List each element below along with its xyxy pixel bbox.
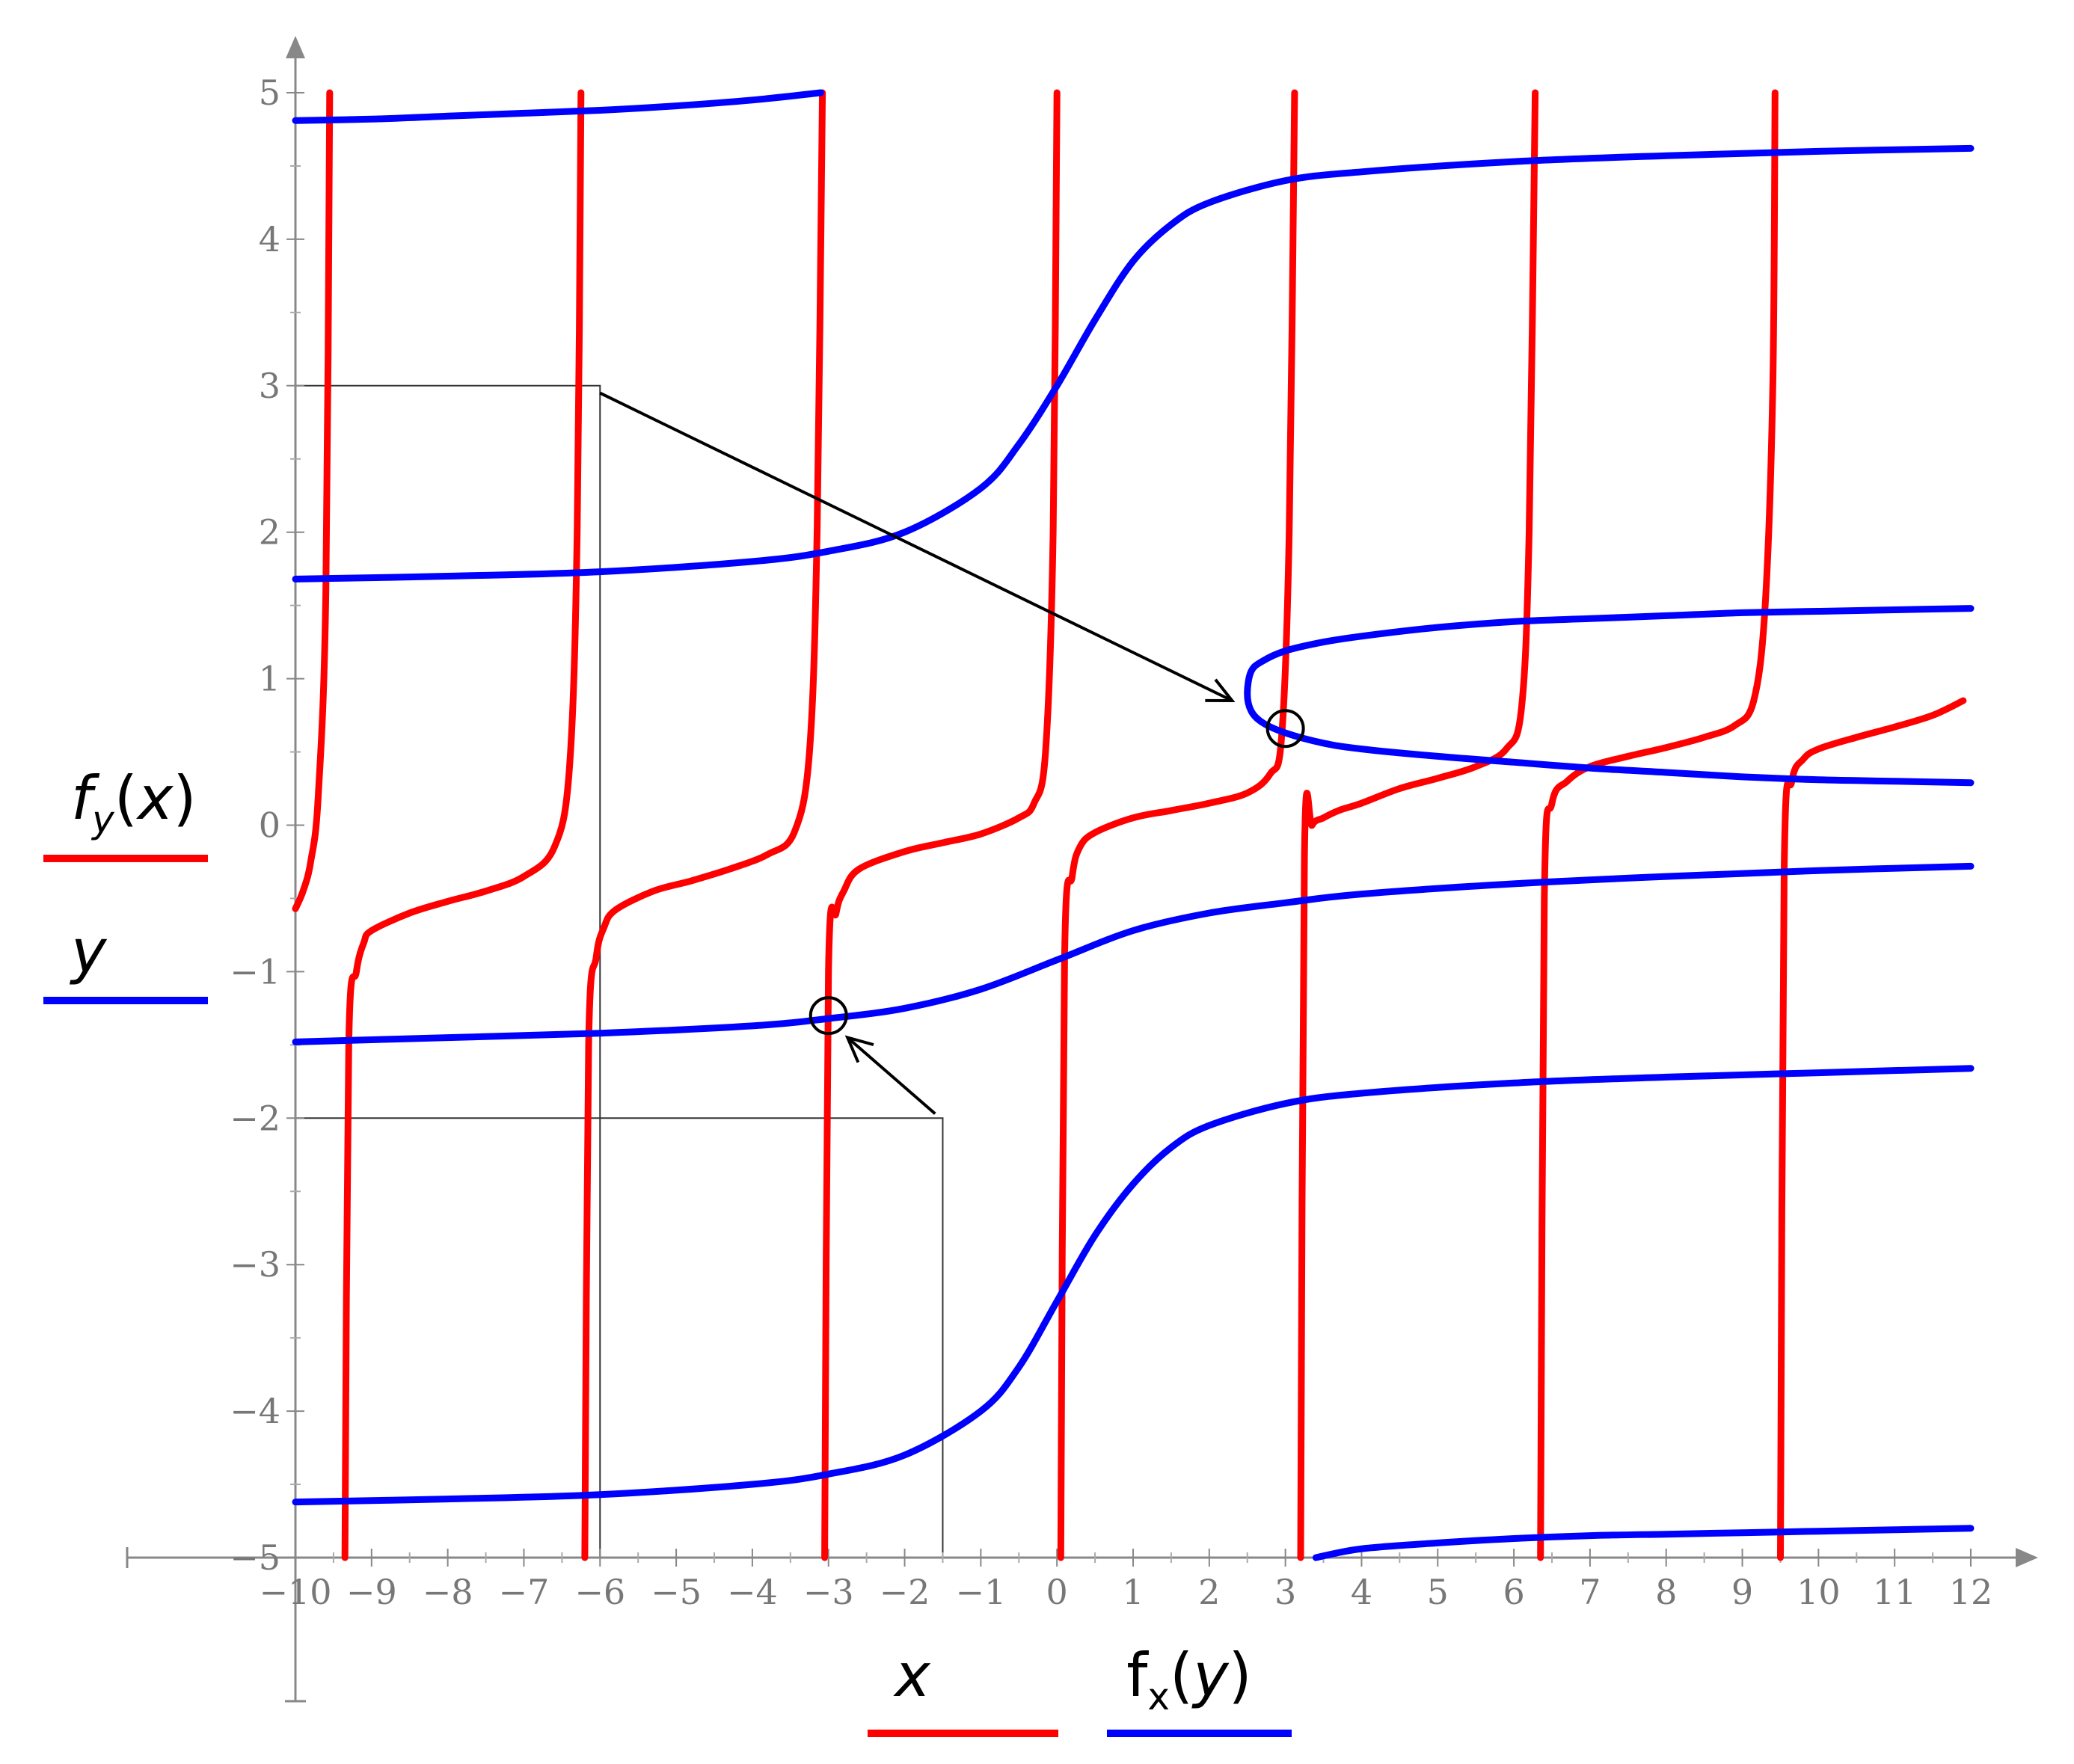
annotation-arrow — [599, 391, 1233, 702]
intersection-marker — [809, 996, 848, 1036]
x-tick-label: −4 — [727, 1572, 778, 1612]
x-tick-label: 8 — [1655, 1572, 1677, 1612]
x-tick-label: 2 — [1198, 1572, 1220, 1612]
legend: fy(x) y x fx(y) — [43, 763, 1292, 1737]
red-curve-branch — [1297, 89, 1539, 1561]
trace-lines — [295, 384, 944, 1558]
blue-curve-branch — [292, 1065, 1975, 1506]
y-tick-label: 5 — [259, 73, 280, 113]
legend-label: y — [70, 917, 108, 986]
legend-label: fx(y) — [1126, 1641, 1252, 1718]
x-tick-label: 1 — [1122, 1572, 1144, 1612]
x-tick-label: −2 — [880, 1572, 930, 1612]
legend-label: fy(x) — [71, 763, 197, 841]
x-tick-label: 10 — [1797, 1572, 1841, 1612]
series — [292, 89, 1975, 1561]
blue-curve-branch — [1244, 605, 1975, 787]
x-tick-label: 3 — [1274, 1572, 1296, 1612]
axes: −10 −9 −8 −7 −6 −5 −4 −3 −2 −1 0 1 2 3 4 5 6 7 8 9 10 11 12543… — [126, 36, 2038, 1703]
x-tick-label: −9 — [346, 1572, 397, 1612]
x-tick-label: −1 — [955, 1572, 1006, 1612]
x-tick-label: −10 — [259, 1572, 331, 1612]
x-tick-label: −3 — [803, 1572, 854, 1612]
y-axis-arrowhead — [286, 36, 305, 58]
red-curve-branch — [821, 89, 1061, 1561]
intersection-marker — [1265, 709, 1305, 749]
y-tick-label: 3 — [259, 366, 280, 406]
annotation-arrowhead — [844, 1035, 874, 1063]
red-curve-branch — [1537, 89, 1779, 1561]
y-tick-label: 0 — [259, 805, 280, 846]
x-tick-label: −8 — [423, 1572, 473, 1612]
annotations — [599, 391, 1305, 1115]
red-curve-branch — [1057, 89, 1298, 1561]
red-curve-branch — [581, 89, 826, 1561]
annotation-arrow — [846, 1036, 936, 1115]
y-tick-label: −1 — [230, 951, 280, 992]
x-tick-label: −6 — [574, 1572, 625, 1612]
x-tick-label: 4 — [1351, 1572, 1372, 1612]
blue-curve-branch — [292, 862, 1975, 1045]
blue-curve-branch — [1312, 1525, 1975, 1561]
x-tick-label: 9 — [1731, 1572, 1753, 1612]
x-tick-label: −5 — [651, 1572, 702, 1612]
y-tick-label: 1 — [259, 659, 280, 699]
y-tick-label: −5 — [230, 1537, 280, 1578]
y-tick-label: −2 — [230, 1098, 280, 1138]
x-tick-label: −7 — [499, 1572, 550, 1612]
trace-line — [295, 1117, 944, 1558]
x-tick-label: 7 — [1579, 1572, 1601, 1612]
x-tick-label: 11 — [1873, 1572, 1917, 1612]
annotation-arrowhead — [1205, 678, 1236, 702]
x-tick-label: 5 — [1427, 1572, 1449, 1612]
blue-curve-branch — [292, 89, 824, 124]
red-curve-branch — [341, 89, 585, 1561]
legend-label: x — [892, 1641, 931, 1710]
y-tick-label: 2 — [259, 512, 280, 553]
y-tick-label: 4 — [259, 219, 280, 259]
x-tick-label: 0 — [1046, 1572, 1068, 1612]
blue-curve-branch — [292, 144, 1975, 583]
red-curve-branch — [1777, 697, 1967, 1561]
trace-line — [295, 384, 601, 1558]
x-tick-label: 12 — [1949, 1572, 1993, 1612]
y-tick-label: −3 — [230, 1244, 280, 1285]
y-tick-label: −4 — [230, 1391, 280, 1431]
x-tick-label: 6 — [1503, 1572, 1524, 1612]
x-axis-arrowhead — [2016, 1548, 2038, 1567]
red-curve-branch — [292, 89, 334, 912]
